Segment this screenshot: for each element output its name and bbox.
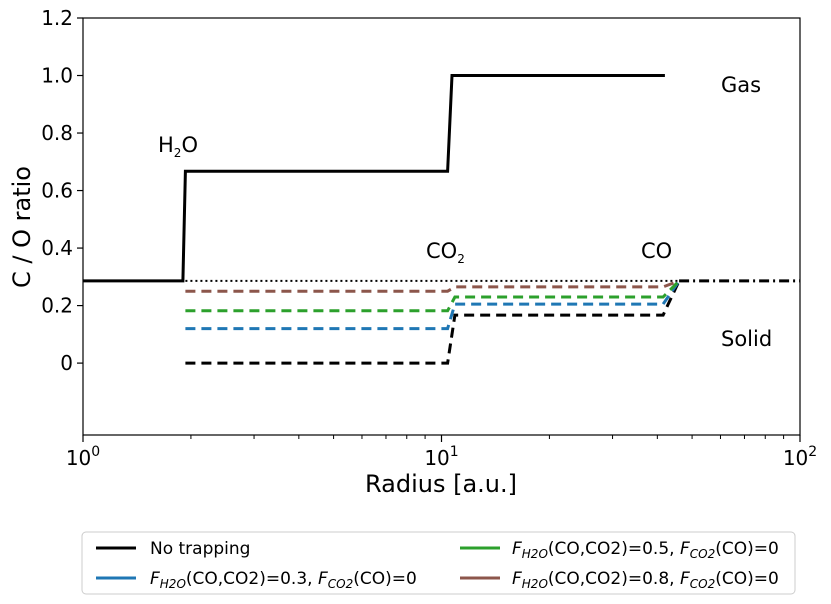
y-tick-label: 0.6	[41, 179, 73, 203]
y-tick-label: 0.2	[41, 294, 73, 318]
y-tick-label: 1.2	[41, 6, 73, 30]
annotation-h2o: H2O	[158, 133, 198, 160]
y-tick-label: 0	[60, 351, 73, 375]
legend-box	[81, 531, 796, 595]
annotation-solid: Solid	[721, 327, 772, 351]
x-axis-label: Radius [a.u.]	[365, 470, 517, 498]
legend: No trapping FH2O(CO,CO2)=0.3, FCO2(CO)=0…	[81, 531, 796, 595]
annotation-gas: Gas	[721, 73, 761, 97]
axis-ticks: 0 0.2 0.4 0.6 0.8 1.0 1.2 100 101 102	[41, 6, 817, 470]
legend-label-08: FH2O(CO,CO2)=0.8, FCO2(CO)=0	[512, 569, 779, 591]
x-tick-label: 102	[783, 444, 817, 470]
annotation-co: CO	[641, 239, 672, 263]
series-line-solid_08	[185, 279, 680, 293]
series-line-solid_05	[185, 279, 681, 313]
legend-label-03: FH2O(CO,CO2)=0.3, FCO2(CO)=0	[150, 569, 417, 591]
y-tick-label: 0.8	[41, 121, 73, 145]
legend-label-no-trapping: No trapping	[150, 539, 250, 559]
plot-lines	[83, 74, 800, 365]
x-tick-label: 100	[66, 444, 100, 470]
series-line-solid_no_trap	[185, 280, 681, 365]
series-line-gas_no_trap	[83, 74, 665, 283]
y-tick-label: 1.0	[41, 64, 73, 88]
series-line-solid_03	[185, 280, 681, 331]
x-tick-label: 101	[424, 444, 458, 470]
plot-frame	[82, 17, 801, 436]
y-axis-label: C / O ratio	[8, 166, 36, 288]
legend-label-05: FH2O(CO,CO2)=0.5, FCO2(CO)=0	[512, 539, 779, 561]
annotation-co2: CO2	[426, 239, 465, 266]
y-tick-label: 0.4	[41, 236, 73, 260]
